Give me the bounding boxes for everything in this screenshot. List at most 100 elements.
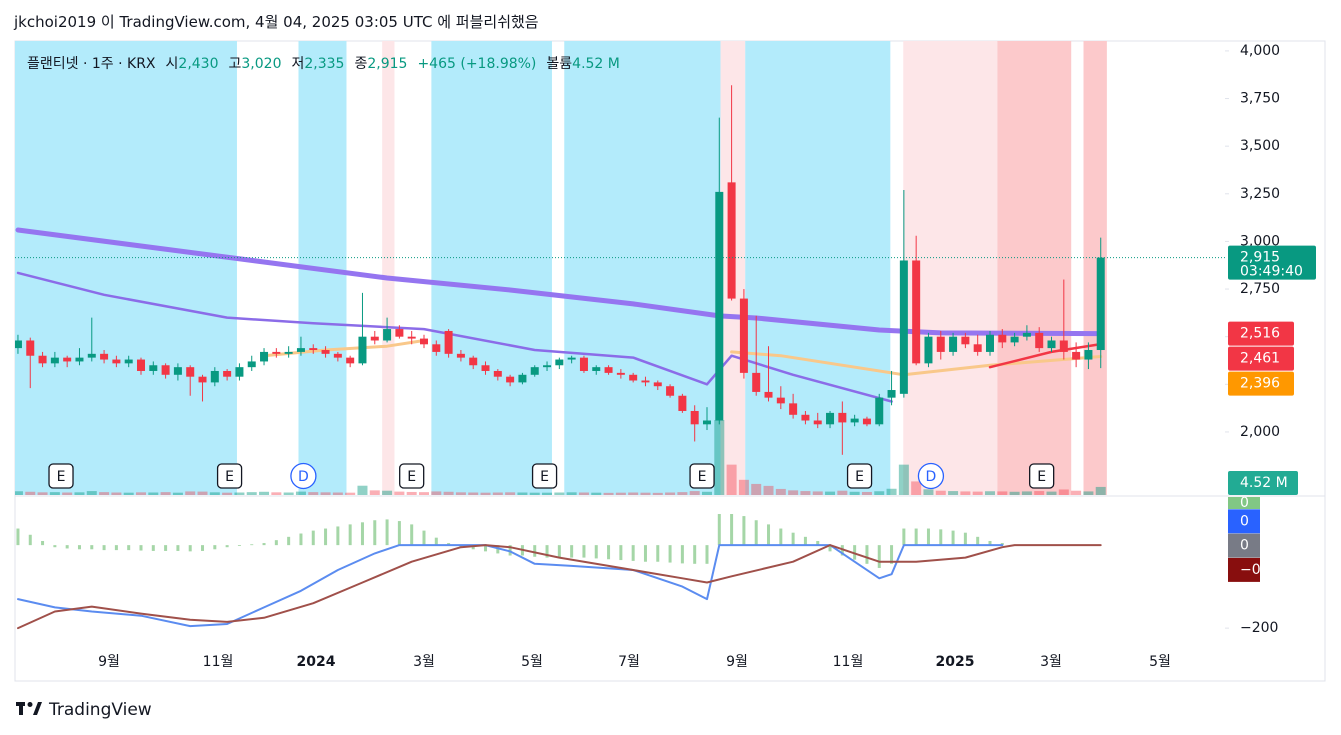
macd-histogram-bar xyxy=(16,528,20,546)
volume-bar xyxy=(271,492,282,495)
x-tick-label: 7월 xyxy=(618,654,640,670)
macd-histogram-bar xyxy=(730,514,734,546)
volume-bar xyxy=(1071,490,1082,495)
macd-histogram-bar xyxy=(767,524,771,546)
candle-body xyxy=(555,359,564,366)
macd-histogram-bar xyxy=(422,530,426,546)
macd-histogram-bar xyxy=(471,545,475,550)
candle-body xyxy=(752,372,761,392)
macd-histogram-bar xyxy=(28,534,32,546)
x-tick-label: 11월 xyxy=(833,654,864,670)
volume-bar xyxy=(861,491,872,495)
macd-histogram-bar xyxy=(619,545,623,561)
macd-histogram-bar xyxy=(631,545,635,561)
zone xyxy=(997,41,1072,495)
x-tick-label: 9월 xyxy=(98,654,120,670)
macd-label: 0 xyxy=(1240,538,1249,554)
volume-bar xyxy=(332,492,343,495)
candle-body xyxy=(383,329,392,341)
earnings-marker xyxy=(531,463,558,489)
macd-histogram-bar xyxy=(705,545,709,564)
volume-bar xyxy=(788,490,799,495)
volume-bar xyxy=(74,492,85,495)
price-label-box xyxy=(1228,245,1316,280)
earnings-label: E xyxy=(407,469,416,485)
macd-histogram-bar xyxy=(791,532,795,546)
macd-histogram-bar xyxy=(447,543,451,546)
macd-histogram-bar xyxy=(865,545,869,564)
macd-histogram-bar xyxy=(890,545,894,564)
macd-histogram-bar xyxy=(926,528,930,546)
macd-histogram-bar xyxy=(816,540,820,546)
candle-body xyxy=(1072,351,1081,360)
volume-bar xyxy=(849,491,860,495)
candle-body xyxy=(100,353,109,360)
macd-label-box xyxy=(1228,557,1260,582)
macd-histogram-bar xyxy=(557,545,561,558)
macd-histogram-bar xyxy=(139,545,143,551)
legend: 플랜티넷 · 1주 · KRX 시2,430 고3,020 저2,335 종2,915 +… xyxy=(27,53,630,73)
candle-body xyxy=(210,370,219,383)
symbol: 플랜티넷 · 1주 · KRX xyxy=(27,56,156,72)
candle-body xyxy=(432,344,441,352)
macd-histogram-bar xyxy=(434,537,438,546)
zone xyxy=(1083,41,1107,495)
candle-body xyxy=(702,420,711,425)
volume-bar xyxy=(1083,491,1094,495)
macd-histogram-bar xyxy=(127,545,131,551)
candle-body xyxy=(407,336,416,339)
volume-bar xyxy=(49,492,60,495)
x-tick-label: 9월 xyxy=(726,654,748,670)
volume-bar xyxy=(960,491,971,495)
volume-bar xyxy=(185,491,196,495)
dividend-label: D xyxy=(926,469,937,485)
candle-body xyxy=(296,348,305,352)
candle-body xyxy=(149,365,158,371)
macd-histogram-bar xyxy=(164,545,168,551)
volume-bar xyxy=(283,492,294,495)
volume-bar xyxy=(308,492,319,495)
candle-body xyxy=(850,418,859,423)
candle-body xyxy=(949,336,958,352)
footer-logo xyxy=(16,702,42,715)
volume-bar xyxy=(394,491,405,495)
volume-bar xyxy=(603,492,614,495)
macd-histogram-bar xyxy=(533,545,537,557)
candle-body xyxy=(395,329,404,337)
candle-body xyxy=(63,357,72,362)
candle-body xyxy=(936,336,945,352)
volume-bar xyxy=(948,491,959,495)
macd-histogram-bar xyxy=(225,545,229,548)
legend-key: 고 xyxy=(228,56,242,72)
volume-bar xyxy=(640,492,651,495)
volume-bar xyxy=(812,491,823,495)
candle-body xyxy=(998,334,1007,343)
legend-change: +465 (+18.98%) xyxy=(417,56,537,72)
volume-bar xyxy=(898,464,909,495)
candle-body xyxy=(764,391,773,398)
candle-body xyxy=(272,351,281,354)
macd-histogram-bar xyxy=(582,545,586,558)
macd-label-box xyxy=(1228,509,1260,534)
volume-bar xyxy=(357,485,368,495)
macd-histogram-bar xyxy=(656,545,660,562)
candle-body xyxy=(1084,350,1093,360)
volume-bar xyxy=(1034,491,1045,495)
volume-bar xyxy=(209,492,220,495)
candle-body xyxy=(136,359,145,371)
earnings-label: E xyxy=(225,469,234,485)
volume-bar xyxy=(763,485,774,495)
candle-body xyxy=(801,414,810,421)
volume-bar xyxy=(665,492,676,495)
volume-bar xyxy=(775,488,786,495)
candle-body xyxy=(456,353,465,358)
volume-bar xyxy=(997,491,1008,495)
volume-bar xyxy=(615,492,626,495)
earnings-marker xyxy=(399,463,425,489)
candle-body xyxy=(629,374,638,381)
macd-line xyxy=(17,544,1102,630)
candle-body xyxy=(1010,336,1019,343)
candle-body xyxy=(493,370,502,377)
macd-histogram-bar xyxy=(287,536,291,546)
